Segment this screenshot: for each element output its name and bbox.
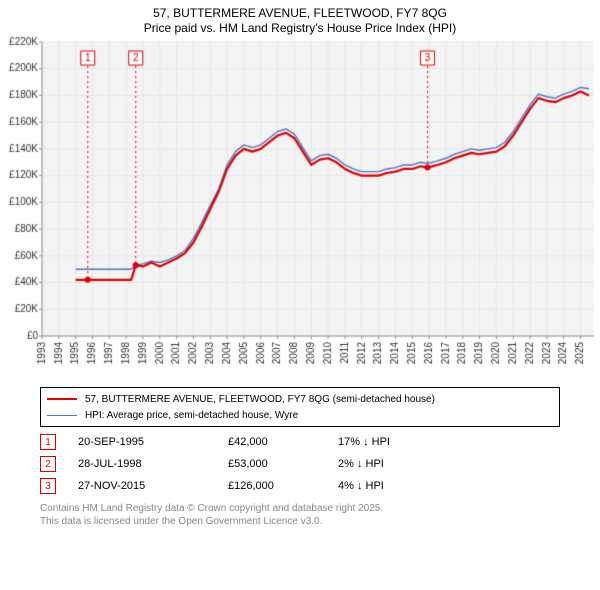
table-row: 3 27-NOV-2015£126,0004% ↓ HPI [40, 475, 560, 497]
sale-marker: 3 [40, 478, 56, 494]
sale-delta: 17% ↓ HPI [338, 436, 418, 448]
sale-marker: 1 [40, 434, 56, 450]
sale-price: £53,000 [228, 458, 338, 470]
footer-line-1: Contains HM Land Registry data © Crown c… [40, 503, 560, 516]
sale-marker: 2 [40, 456, 56, 472]
title-line-2: Price paid vs. HM Land Registry's House … [0, 21, 600, 36]
legend-label: HPI: Average price, semi-detached house,… [85, 410, 298, 421]
title-line-1: 57, BUTTERMERE AVENUE, FLEETWOOD, FY7 8Q… [0, 6, 600, 21]
sale-price: £126,000 [228, 480, 338, 492]
footer: Contains HM Land Registry data © Crown c… [40, 503, 560, 528]
chart-titles: 57, BUTTERMERE AVENUE, FLEETWOOD, FY7 8Q… [0, 0, 600, 36]
price-chart [0, 36, 600, 381]
sales-table: 1 20-SEP-1995£42,00017% ↓ HPI 2 28-JUL-1998… [40, 431, 560, 497]
sale-date: 28-JUL-1998 [78, 458, 228, 470]
chart-container: { "title_line1": "57, BUTTERMERE AVENUE,… [0, 0, 600, 590]
legend-item: HPI: Average price, semi-detached house,… [47, 407, 553, 423]
table-row: 2 28-JUL-1998£53,0002% ↓ HPI [40, 453, 560, 475]
footer-line-2: This data is licensed under the Open Gov… [40, 516, 560, 529]
sale-delta: 2% ↓ HPI [338, 458, 418, 470]
legend-swatch [47, 415, 77, 416]
sale-date: 20-SEP-1995 [78, 436, 228, 448]
legend-label: 57, BUTTERMERE AVENUE, FLEETWOOD, FY7 8Q… [85, 394, 435, 405]
legend-item: 57, BUTTERMERE AVENUE, FLEETWOOD, FY7 8Q… [47, 391, 553, 407]
sale-delta: 4% ↓ HPI [338, 480, 418, 492]
sale-price: £42,000 [228, 436, 338, 448]
table-row: 1 20-SEP-1995£42,00017% ↓ HPI [40, 431, 560, 453]
legend-swatch [47, 398, 77, 400]
legend: 57, BUTTERMERE AVENUE, FLEETWOOD, FY7 8Q… [40, 387, 560, 427]
sale-date: 27-NOV-2015 [78, 480, 228, 492]
